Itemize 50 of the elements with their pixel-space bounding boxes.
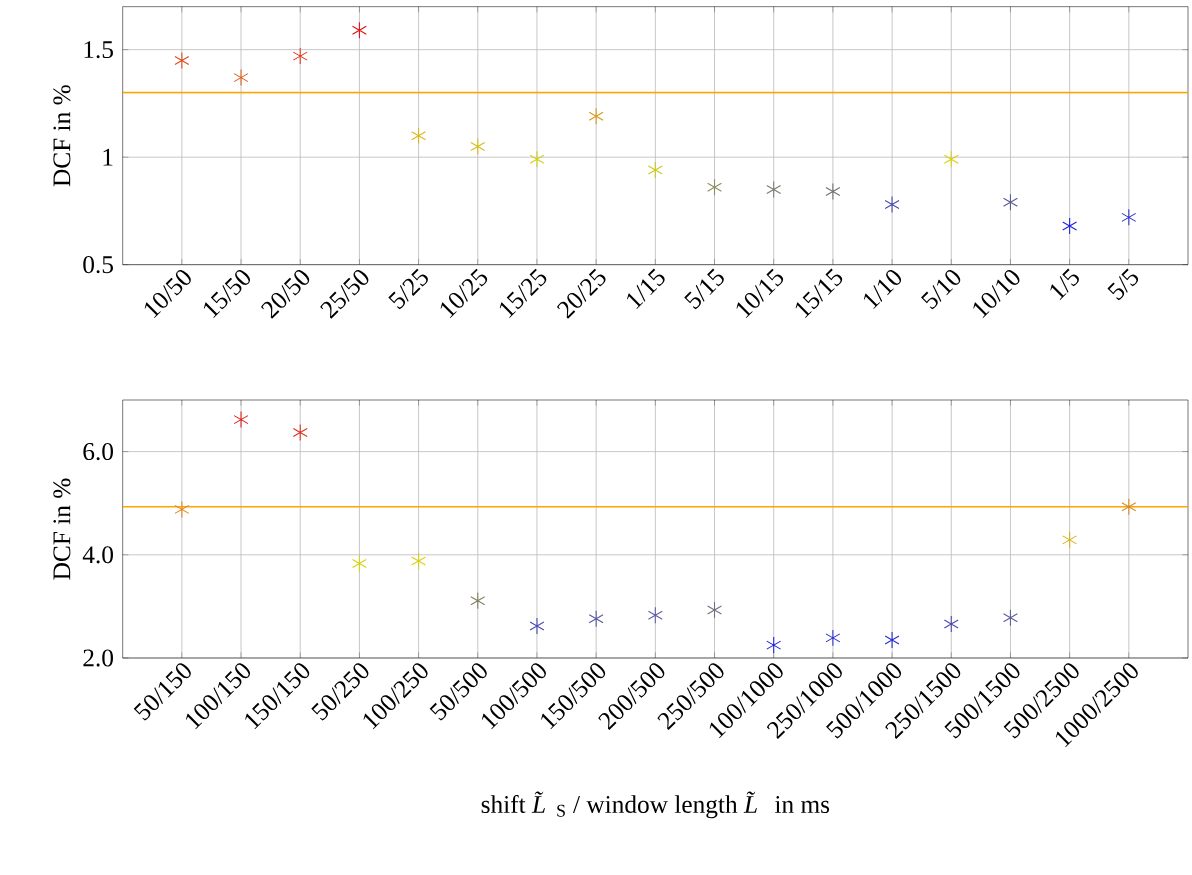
y-axis-title: DCF in % [53,478,71,580]
x-tick-label: 5/15 [684,268,724,310]
point [233,69,249,87]
point [174,501,190,519]
point [766,181,782,199]
y-tick-label: 2.0 [83,649,113,667]
y-tick-label: 4.0 [82,546,113,564]
point [647,161,663,179]
point [411,552,427,570]
point [1121,498,1137,516]
point [351,21,367,40]
point [943,615,959,633]
point [351,555,367,573]
point [411,127,427,145]
point [292,424,308,442]
point [1002,609,1018,627]
x-tick-label: 1/15 [627,268,665,310]
point [707,178,722,196]
point [529,150,545,169]
point [825,629,841,647]
point [588,107,604,126]
point [529,617,545,635]
x-tick-label: 5/10 [921,270,961,310]
point [1062,531,1078,549]
point [766,636,782,654]
y-axis-title: DCF in % [53,85,71,187]
y-tick-label: 1.5 [84,41,113,59]
y-tick-label: 1 [103,148,113,166]
point [174,52,190,70]
x-tick-label: 1/10 [863,270,902,310]
point [647,606,663,624]
point [884,631,900,649]
point [1121,209,1137,227]
point [884,196,900,214]
point [943,150,959,169]
point [707,601,722,619]
point [1062,217,1078,235]
point [470,592,486,610]
x-axis-title: shift L̃$_{S}$ / window length L̃ in ms [481,791,830,819]
point [233,411,249,429]
x-tick-label: 1/5 [1050,268,1079,301]
x-tick-label: 5/25 [388,268,428,310]
y-tick-label: 0.5 [83,256,113,274]
y-tick-label: 6.0 [83,443,113,461]
x-tick-label: 5/5 [1107,268,1139,301]
point [292,47,308,65]
point [825,183,841,201]
point [588,610,604,628]
point [470,138,486,156]
point [1002,193,1018,212]
